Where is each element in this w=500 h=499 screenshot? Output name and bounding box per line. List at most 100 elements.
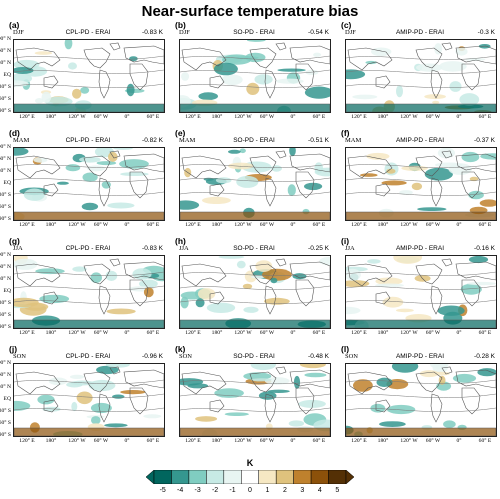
bias-map	[345, 363, 497, 437]
coastline	[264, 285, 277, 315]
map-panel: (j)SON CPL-PD - ERAI -0.96 K 90° N 60° N 30° …	[0, 344, 167, 454]
bias-blob	[401, 165, 428, 171]
coastline	[430, 393, 443, 423]
bias-map-svg	[346, 42, 496, 112]
coastline	[275, 366, 287, 375]
bias-map-svg	[14, 364, 164, 436]
bias-blob	[250, 378, 272, 382]
lat-tick-label: 90° N	[0, 36, 11, 42]
lat-tick-label: 90° S	[0, 108, 11, 114]
bias-blob	[293, 375, 301, 389]
bias-blob	[250, 364, 276, 371]
contour-line	[346, 191, 496, 196]
bias-blob	[439, 61, 467, 72]
bias-map	[345, 255, 497, 329]
bias-blob	[65, 164, 81, 172]
bias-blob	[314, 162, 323, 174]
lon-tick-label: 120° W	[234, 114, 252, 120]
antarctic-bias-band	[180, 428, 330, 436]
lat-tick-label: 60° N	[0, 48, 11, 54]
lon-tick-label: 0°	[290, 438, 296, 444]
global-mean-bias: -0.96 K	[142, 353, 163, 360]
lon-tick-label: 0°	[290, 330, 296, 336]
coastline	[461, 279, 481, 307]
contour-line	[346, 393, 496, 398]
bias-blob	[90, 402, 112, 414]
bias-blob	[466, 281, 496, 286]
bias-blob	[86, 165, 105, 172]
bias-blob	[455, 47, 468, 56]
coastline	[15, 47, 61, 71]
bias-blob	[106, 308, 136, 315]
lat-tick-label: EQ	[3, 396, 11, 402]
panel-title: AMIP-PD - ERAI	[395, 245, 445, 252]
panel-title: AMIP-PD - ERAI	[395, 353, 445, 360]
bias-blob	[101, 181, 111, 189]
lat-tick-label: 60° N	[0, 372, 11, 378]
antarctic-bias-band	[180, 104, 330, 112]
global-mean-bias: -0.83 K	[142, 29, 163, 36]
coastline	[264, 393, 277, 423]
lon-tick-label: 60° W	[259, 438, 275, 444]
panel-label: (a)	[9, 20, 20, 30]
bias-blob	[129, 56, 138, 62]
bias-blob	[366, 152, 390, 160]
bias-map	[179, 39, 331, 113]
season-label: JJA	[13, 245, 23, 252]
bias-blob	[195, 416, 218, 422]
bias-blob	[480, 153, 496, 160]
contour-line	[180, 271, 330, 276]
panel-title: CPL-PD - ERAI	[65, 245, 111, 252]
coastline	[109, 150, 121, 159]
bias-map-svg	[346, 364, 496, 436]
season-label: DJF	[179, 29, 190, 36]
lon-tick-label: 180°	[211, 222, 223, 228]
lat-tick-label: 30° S	[0, 300, 11, 306]
contour-line	[14, 271, 164, 276]
global-mean-bias: -0.83 K	[142, 245, 163, 252]
lon-tick-label: 120° W	[234, 438, 252, 444]
panel-title: CPL-PD - ERAI	[65, 353, 111, 360]
bias-blob	[33, 157, 48, 163]
lon-tick-label: 60° E	[146, 330, 160, 336]
bias-map-svg	[180, 40, 330, 112]
lon-tick-label: 60° W	[93, 330, 109, 336]
lon-tick-label: 120° W	[68, 114, 86, 120]
bias-blob	[180, 200, 200, 210]
map-panel: (f) MAM AMIP-PD - ERAI -0.37 K 120° E 180° 120…	[341, 128, 499, 238]
bias-blob	[271, 165, 282, 172]
lon-tick-label: 120° E	[351, 438, 367, 444]
lon-tick-label: 60° E	[146, 438, 160, 444]
coastline	[180, 427, 330, 436]
bias-blob	[469, 176, 479, 182]
bias-blob	[69, 374, 85, 379]
bias-map	[13, 39, 165, 113]
contour-line	[180, 83, 330, 88]
lat-tick-label: 30° N	[0, 384, 11, 390]
bias-blob	[76, 391, 93, 405]
bias-blob	[396, 308, 414, 313]
bias-map	[345, 147, 497, 221]
lon-tick-label: 120° E	[185, 438, 201, 444]
antarctic-bias-band	[180, 212, 330, 220]
season-label: MAM	[345, 137, 362, 144]
lon-tick-label: 120° E	[351, 222, 367, 228]
lat-tick-label: 90° N	[0, 144, 11, 150]
coastline	[249, 263, 277, 285]
contour-line	[346, 69, 496, 74]
lon-tick-label: 120° W	[68, 222, 86, 228]
coastline	[415, 263, 443, 285]
lon-tick-label: 120° W	[400, 222, 418, 228]
bias-blob	[346, 280, 370, 288]
season-label: SON	[345, 353, 359, 360]
coastline	[129, 387, 149, 415]
bias-blob	[228, 162, 254, 170]
bias-blob	[23, 188, 45, 201]
coastline	[346, 103, 496, 112]
bias-blob	[443, 420, 456, 428]
contour-line	[14, 83, 164, 88]
global-mean-bias: -0.37 K	[474, 137, 495, 144]
colorbar-segment	[293, 470, 312, 484]
coastline	[295, 171, 315, 199]
lon-tick-label: 120° W	[68, 330, 86, 336]
